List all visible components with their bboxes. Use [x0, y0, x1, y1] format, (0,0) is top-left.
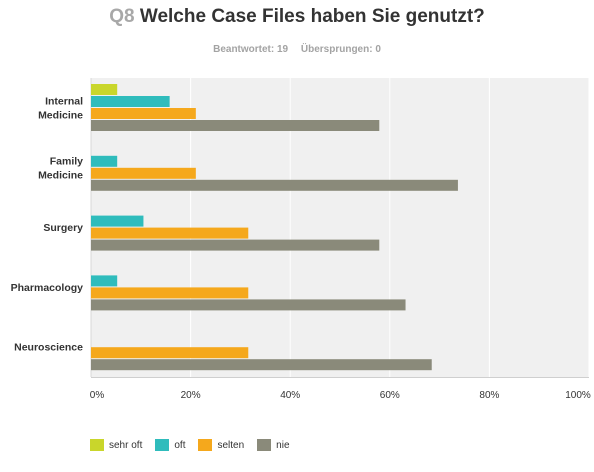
category-label-line: Pharmacology [11, 282, 84, 294]
legend-label: nie [276, 439, 290, 451]
legend-item: selten [198, 439, 244, 451]
legend-swatch [90, 439, 104, 451]
bar-nie [91, 179, 458, 191]
category-label-line: Neuroscience [14, 342, 83, 354]
bar-nie [91, 120, 380, 131]
bar-selten [91, 227, 249, 239]
category-label: Family Medicine [38, 155, 83, 181]
x-tick-label: 20% [181, 390, 201, 401]
x-tick-label: 100% [565, 390, 591, 401]
bar-oft [91, 275, 118, 287]
bar-selten [91, 167, 196, 179]
bar-selten [91, 108, 196, 119]
legend-swatch [155, 439, 170, 451]
bar-oft [91, 155, 118, 167]
chart-title: Q8 Welche Case Files haben Sie genutzt? [0, 6, 594, 28]
question-number: Q8 [109, 6, 135, 27]
bar-nie [91, 299, 406, 311]
category-label: Internal Medicine [38, 96, 83, 122]
category-label: Neuroscience [14, 342, 83, 354]
question-text: Welche Case Files haben Sie genutzt? [139, 6, 485, 27]
legend-item: oft [155, 439, 185, 451]
legend-swatch [257, 439, 272, 451]
chart-legend: sehr oft oft selten nie [90, 439, 303, 451]
x-tick-label: 40% [280, 390, 300, 401]
legend-item: sehr oft [90, 439, 142, 451]
answered-count: Beantwortet: 19 [213, 44, 289, 55]
category-label: Surgery [43, 222, 83, 234]
legend-label: oft [174, 439, 186, 451]
category-label-line: Medicine [38, 169, 83, 181]
x-tick-label: 80% [479, 390, 499, 401]
category-label-line: Internal [45, 96, 83, 108]
x-tick-label: 60% [380, 390, 400, 401]
legend-label: sehr oft [109, 439, 143, 451]
bar-selten [91, 287, 249, 299]
category-label-line: Family [50, 155, 83, 167]
bar-oft [91, 215, 144, 227]
x-tick-label: 0% [90, 390, 105, 401]
category-label-line: Surgery [43, 222, 83, 234]
legend-item: nie [257, 439, 290, 451]
response-summary: Beantwortet: 19 Übersprungen: 0 [0, 44, 594, 55]
category-label: Pharmacology [11, 282, 84, 294]
category-label-line: Medicine [38, 110, 83, 122]
bar-oft [91, 96, 170, 107]
legend-label: selten [217, 439, 245, 451]
bar-nie [91, 359, 432, 371]
bar-nie [91, 239, 380, 251]
skipped-count: Übersprungen: 0 [300, 44, 381, 55]
bar-sehr-oft [91, 84, 118, 95]
bar-selten [91, 347, 249, 359]
legend-swatch [198, 439, 213, 451]
